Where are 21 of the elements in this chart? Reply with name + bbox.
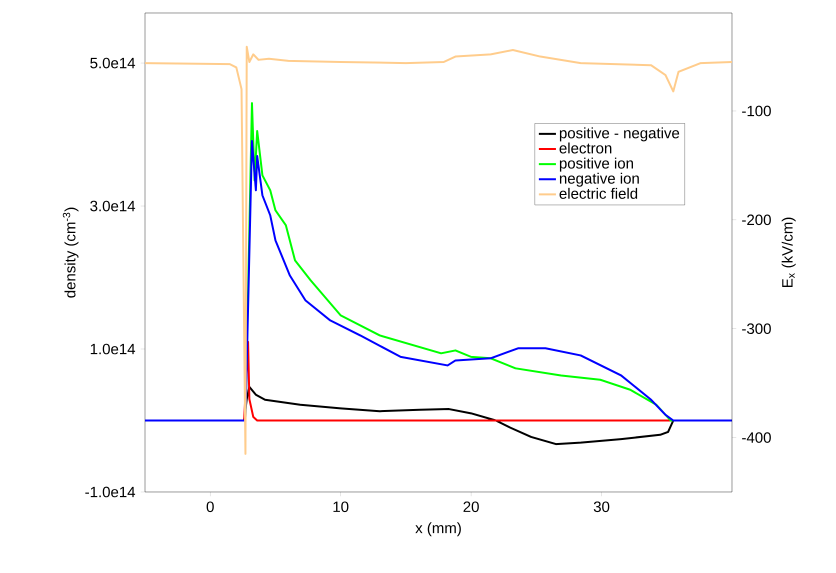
legend-label: positive ion <box>560 158 633 172</box>
y-axis-title: density (cm$^{-3}$) <box>62 208 78 298</box>
x-tick-label: 20 <box>464 501 479 512</box>
line-series <box>145 46 732 455</box>
legend-label: positive - negative <box>560 127 680 142</box>
legend-label: electric field <box>560 188 638 199</box>
y2-tick-label: -200 <box>742 214 771 226</box>
y2-axis-title: E$_{x}$ (kV/cm) <box>782 218 796 288</box>
y-tick-label: 5.0e14 <box>90 58 136 68</box>
y-tick-label: -1.0e14 <box>85 486 136 498</box>
x-axis-title: x (mm) <box>415 522 461 536</box>
y2-tick-label: -100 <box>742 106 771 116</box>
y2-tick-label: -300 <box>742 323 771 334</box>
y2-tick-label: -400 <box>742 432 771 443</box>
legend-label: negative ion <box>560 172 639 187</box>
x-tick-label: 30 <box>594 501 610 512</box>
legend-label: electron <box>560 142 612 154</box>
x-tick-label: 10 <box>333 501 348 512</box>
y-tick-label: 3.0e14 <box>90 200 136 212</box>
x-tick-label: 0 <box>206 501 214 512</box>
y-tick-label: 1.0e14 <box>90 344 136 354</box>
